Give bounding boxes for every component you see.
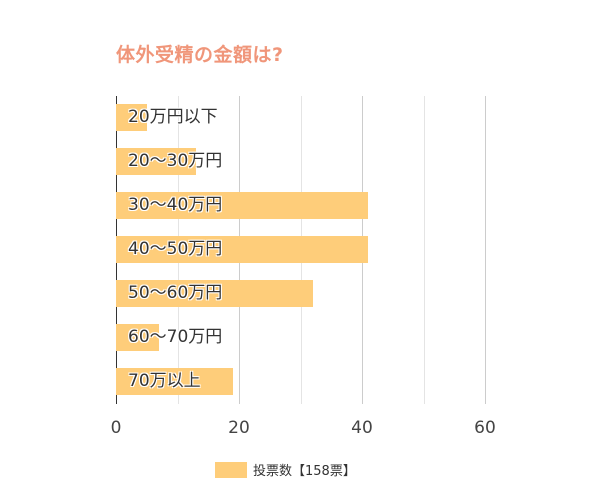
bar[interactable] bbox=[116, 192, 369, 219]
bar[interactable] bbox=[116, 236, 369, 263]
legend-label: 投票数【158票】 bbox=[253, 464, 356, 479]
x-tick-label: 40 bbox=[351, 418, 373, 438]
gridline bbox=[485, 96, 486, 404]
bar[interactable] bbox=[116, 368, 233, 395]
bar[interactable] bbox=[116, 280, 313, 307]
bar-label: 70万以上 bbox=[128, 371, 201, 391]
bar-label: 30～40万円 bbox=[128, 195, 223, 215]
x-tick-label: 20 bbox=[228, 418, 250, 438]
bar[interactable] bbox=[116, 148, 196, 175]
chart-title: 体外受精の金額は? bbox=[116, 44, 284, 66]
bar-label: 20万円以下 bbox=[128, 107, 218, 127]
bar-label: 40～50万円 bbox=[128, 239, 223, 259]
gridline bbox=[423, 96, 425, 404]
legend[interactable]: 投票数【158票】 bbox=[215, 460, 356, 479]
bar[interactable] bbox=[116, 324, 160, 351]
bar-label: 50～60万円 bbox=[128, 283, 223, 303]
x-tick-label: 60 bbox=[474, 418, 496, 438]
bar[interactable] bbox=[116, 104, 147, 131]
plot-area: 20万円以下 20～30万円 30～40万円 40～50万円 50～60万円 60～70万… bbox=[116, 96, 496, 404]
x-tick-label: 0 bbox=[110, 418, 122, 438]
bar-label: 20～30万円 bbox=[128, 151, 223, 171]
legend-swatch bbox=[215, 461, 247, 478]
bar-label: 60～70万円 bbox=[128, 327, 223, 347]
